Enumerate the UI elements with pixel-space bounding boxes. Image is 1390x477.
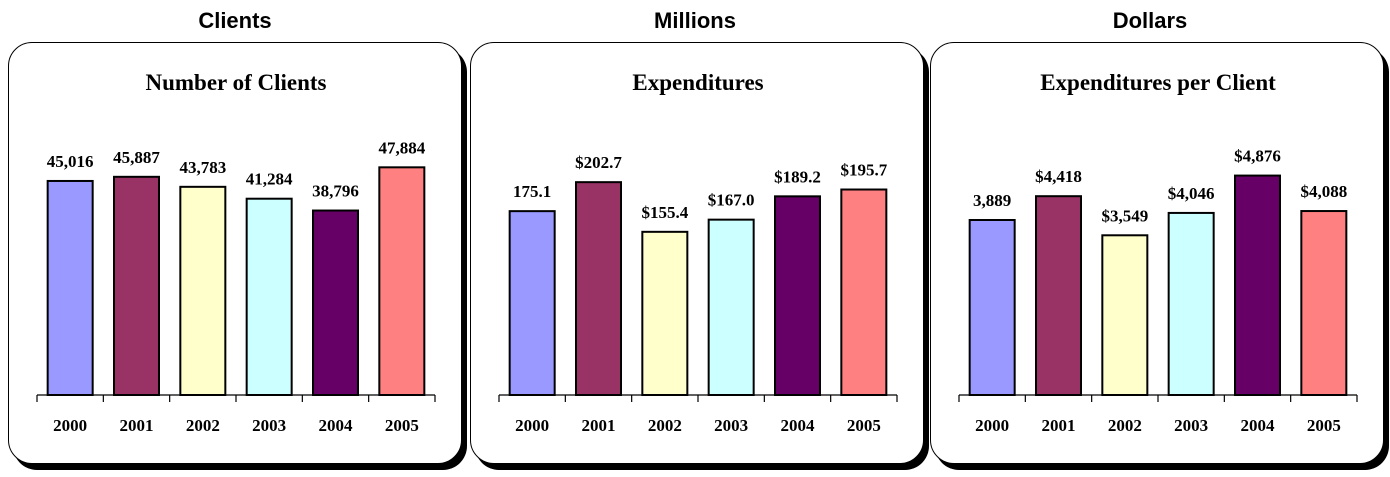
x-tick-2001: 2001 — [582, 416, 616, 435]
bar-2000 — [968, 218, 1016, 396]
chart-expenditures-per-client: Expenditures per Client 3,889 2000 $4,418 20… — [958, 70, 1358, 435]
data-label-2000: 45,016 — [47, 152, 94, 171]
bar-2005 — [840, 188, 888, 396]
bar-2000 — [508, 210, 556, 396]
bar-2004 — [1234, 174, 1281, 396]
bar-2002 — [1101, 234, 1149, 396]
chart-title: Number of Clients — [145, 70, 326, 95]
chart-panel-expenditures: Expenditures 175.1 2000 $202.7 2001 $155.4 200… — [470, 42, 924, 464]
x-tick-2003: 2003 — [1174, 416, 1208, 435]
bar-2004 — [774, 195, 821, 396]
bar-2003 — [245, 197, 293, 396]
chart-clients: Number of Clients 45,016 2000 45,887 2001 43,… — [36, 70, 436, 435]
x-tick-2003: 2003 — [252, 416, 286, 435]
chart-expenditures: Expenditures 175.1 2000 $202.7 2001 $155.4 200… — [498, 70, 898, 435]
x-tick-2002: 2002 — [648, 416, 682, 435]
chart-panel-clients: Number of Clients 45,016 2000 45,887 2001 43,… — [8, 42, 462, 464]
bar-2002 — [641, 230, 689, 396]
bar-2000 — [46, 179, 94, 396]
x-tick-2004: 2004 — [1241, 416, 1276, 435]
data-label-2001: $4,418 — [1035, 167, 1082, 186]
header-dollars: Dollars — [1112, 8, 1188, 33]
bar-2003 — [1167, 211, 1215, 396]
data-label-2002: $3,549 — [1101, 206, 1148, 225]
data-label-2005: $195.7 — [840, 161, 887, 180]
data-label-2001: 45,887 — [113, 148, 160, 167]
data-label-2001: $202.7 — [575, 153, 622, 172]
bar-2001 — [575, 181, 622, 396]
x-tick-2002: 2002 — [186, 416, 220, 435]
data-label-2004: $4,876 — [1234, 147, 1281, 166]
data-label-2003: $4,046 — [1168, 184, 1215, 203]
bar-2002 — [179, 185, 227, 396]
data-label-2000: 3,889 — [973, 191, 1011, 210]
data-label-2005: 47,884 — [378, 138, 425, 157]
header-clients: Clients — [198, 8, 272, 33]
x-tick-2005: 2005 — [385, 416, 419, 435]
data-label-2003: 41,284 — [246, 170, 293, 189]
header-millions: Millions — [654, 8, 736, 33]
bar-2003 — [707, 218, 755, 396]
x-tick-2005: 2005 — [1307, 416, 1341, 435]
data-label-2002: $155.4 — [641, 203, 688, 222]
x-tick-2004: 2004 — [781, 416, 816, 435]
bar-2001 — [1035, 195, 1082, 396]
x-tick-2000: 2000 — [975, 416, 1009, 435]
x-tick-2004: 2004 — [319, 416, 354, 435]
x-tick-2000: 2000 — [515, 416, 549, 435]
x-tick-2003: 2003 — [714, 416, 748, 435]
data-label-2002: 43,783 — [179, 158, 226, 177]
x-tick-2000: 2000 — [53, 416, 87, 435]
bar-2005 — [378, 166, 426, 396]
bar-2005 — [1300, 210, 1348, 396]
data-label-2003: $167.0 — [708, 191, 755, 210]
x-tick-2002: 2002 — [1108, 416, 1142, 435]
x-tick-2001: 2001 — [1042, 416, 1076, 435]
chart-panel-expenditures-per-client: Expenditures per Client 3,889 2000 $4,418 20… — [930, 42, 1384, 464]
x-tick-2001: 2001 — [120, 416, 154, 435]
chart-title: Expenditures per Client — [1040, 70, 1276, 95]
x-tick-2005: 2005 — [847, 416, 881, 435]
data-label-2004: 38,796 — [312, 182, 359, 201]
data-label-2000: 175.1 — [513, 182, 551, 201]
bar-2004 — [312, 209, 359, 396]
data-label-2005: $4,088 — [1300, 182, 1347, 201]
bar-2001 — [113, 175, 160, 396]
data-label-2004: $189.2 — [774, 167, 821, 186]
chart-title: Expenditures — [632, 70, 763, 95]
